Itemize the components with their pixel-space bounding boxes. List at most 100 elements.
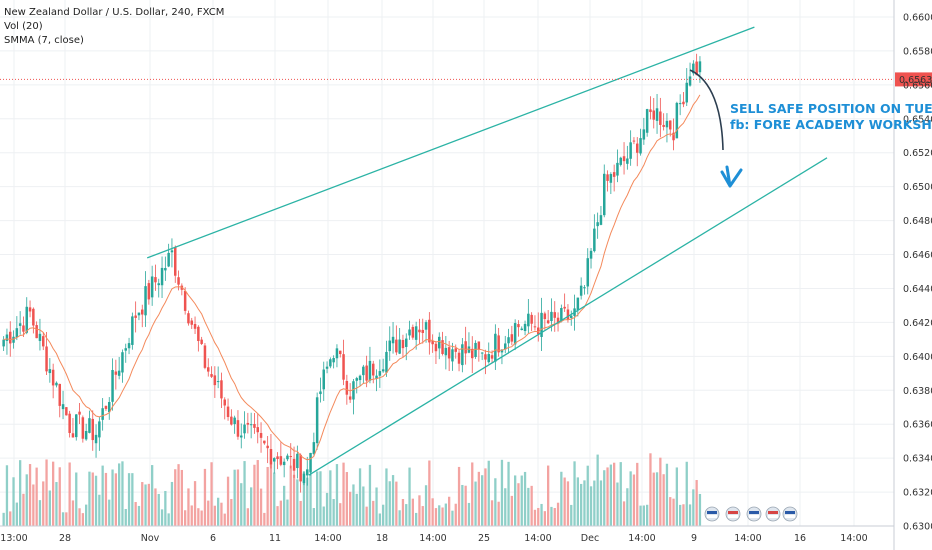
candle xyxy=(273,457,276,474)
volume-bar xyxy=(88,471,91,526)
volume-bar xyxy=(669,497,672,526)
event-flag-icon[interactable] xyxy=(704,506,720,522)
candle xyxy=(141,304,144,328)
candle xyxy=(2,336,5,352)
volume-bar xyxy=(48,490,51,526)
volume-bar xyxy=(646,504,649,526)
time-axis: 13:00 28 Nov 6 11 14:00 18 14:00 25 14:00 Dec 14:00… xyxy=(0,525,894,544)
volume-bar xyxy=(157,493,160,526)
candle xyxy=(655,94,659,134)
candle xyxy=(190,317,193,329)
volume-bar xyxy=(111,469,114,526)
candle xyxy=(114,359,118,390)
candle xyxy=(636,137,639,167)
event-flag-icon[interactable] xyxy=(765,506,781,522)
volume-bar xyxy=(190,505,193,526)
time-tick-label: 14:00 xyxy=(419,533,446,544)
volume-bar xyxy=(424,485,428,526)
volume-bar xyxy=(560,471,563,526)
candle xyxy=(352,379,355,415)
volume-bar xyxy=(345,472,348,526)
candle xyxy=(414,321,418,350)
candle xyxy=(154,264,157,291)
candle xyxy=(329,357,332,369)
trendline-lower[interactable] xyxy=(308,157,828,476)
candle xyxy=(101,398,104,431)
annotation-line-2: fb: FORE ACADEMY WORKSHOP xyxy=(730,117,932,132)
volume-bar xyxy=(312,508,315,526)
candle xyxy=(520,326,523,331)
candle xyxy=(183,287,187,315)
volume-bar xyxy=(299,500,302,526)
volume-indicator-label[interactable]: Vol (20) xyxy=(4,21,43,32)
price-tick-label: 0.63400 xyxy=(903,454,932,465)
volume-bar xyxy=(226,476,230,526)
volume-bar xyxy=(322,506,325,526)
candle xyxy=(164,256,167,281)
candle xyxy=(240,423,243,449)
candle xyxy=(540,297,543,351)
candle xyxy=(533,315,537,331)
volume-bar xyxy=(642,505,645,526)
volume-bar xyxy=(378,513,381,526)
candle xyxy=(134,301,137,333)
volume-bar xyxy=(550,506,553,526)
volume-bar xyxy=(385,468,388,526)
candle xyxy=(157,278,160,298)
candle xyxy=(282,458,286,478)
volume-bar xyxy=(375,487,378,526)
candle xyxy=(226,398,230,421)
event-flag-icon[interactable] xyxy=(782,506,798,522)
trendline-upper[interactable] xyxy=(146,26,755,259)
volume-bar xyxy=(141,482,144,526)
candle xyxy=(18,311,22,335)
candle xyxy=(269,433,273,469)
candle xyxy=(276,452,279,470)
candle xyxy=(230,409,233,426)
volume-bar xyxy=(160,509,164,526)
candle xyxy=(616,149,619,183)
price-tick-label: 0.63600 xyxy=(903,420,932,431)
volume-bar xyxy=(566,481,570,526)
volume-bar xyxy=(200,510,203,526)
smma-indicator-label[interactable]: SMMA (7, close) xyxy=(4,35,84,46)
candle xyxy=(306,456,309,486)
candle xyxy=(75,414,78,441)
candle xyxy=(553,301,556,332)
candle xyxy=(243,411,246,439)
volume-bar xyxy=(586,465,589,526)
volume-bar xyxy=(9,511,12,526)
candle xyxy=(543,311,547,330)
candle xyxy=(546,310,550,325)
volume-bar xyxy=(682,504,685,526)
candle xyxy=(25,297,28,335)
event-flag-icon[interactable] xyxy=(746,506,762,522)
volume-bar xyxy=(606,467,609,526)
candle xyxy=(259,422,263,453)
volume-bar xyxy=(599,480,603,526)
volume-bar xyxy=(675,467,678,526)
volume-bar xyxy=(246,508,249,526)
event-flag-icon[interactable] xyxy=(725,506,741,522)
volume-bar xyxy=(405,504,408,526)
candle xyxy=(207,358,210,377)
volume-bar xyxy=(187,488,190,526)
candle xyxy=(424,320,428,343)
time-tick-label: 18 xyxy=(376,533,388,544)
price-tick-label: 0.64400 xyxy=(903,284,932,295)
volume-bar xyxy=(510,495,513,526)
candle xyxy=(576,297,580,317)
candle xyxy=(213,366,217,398)
volume-bar xyxy=(540,503,543,526)
symbol-label[interactable]: New Zealand Dollar / U.S. Dollar, 240, F… xyxy=(4,7,225,18)
volume-bar xyxy=(108,499,111,526)
volume-bar xyxy=(391,475,395,526)
candle xyxy=(203,343,207,370)
grid xyxy=(0,0,894,527)
volume-bar xyxy=(603,470,606,526)
candle xyxy=(632,137,636,145)
candle xyxy=(612,164,616,192)
candle xyxy=(309,452,312,476)
volume-bar xyxy=(467,502,471,526)
